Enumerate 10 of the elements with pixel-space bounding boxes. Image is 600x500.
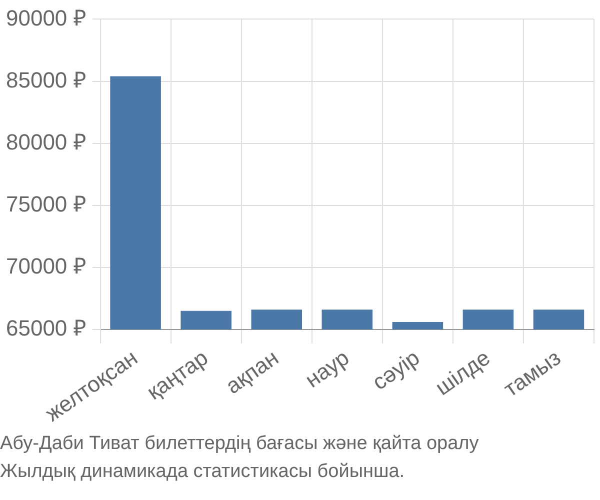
y-tick-label: 90000 ₽ (6, 5, 86, 30)
x-tick-label: сәуір (368, 344, 424, 395)
text: Жылдық динамикада статистикасы бойынша. (0, 460, 406, 484)
y-tick-label: 85000 ₽ (6, 67, 86, 92)
y-tick-label: 70000 ₽ (6, 254, 86, 278)
text: Абу-Даби Тиват билеттердің бағасы және қайта оралу (0, 432, 480, 456)
x-tick-label: наур (300, 344, 354, 392)
y-tick-label: 80000 ₽ (6, 129, 86, 154)
y-tick-label: 65000 ₽ (6, 316, 86, 341)
y-tick-label: 75000 ₽ (6, 191, 86, 216)
